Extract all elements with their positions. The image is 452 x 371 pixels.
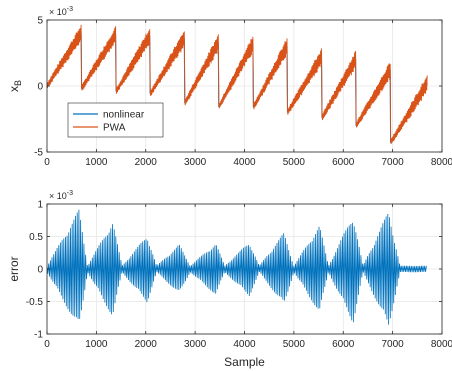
bottom-xtick-label: 2000 [135,339,158,350]
bottom-xtick-label: 1000 [85,339,108,350]
top-xtick-label: 5000 [283,157,306,168]
top-axes: 0 1000 2000 3000 4000 5000 6000 7000 8000-505× 1… [7,6,452,168]
top-xtick-label: 1000 [85,157,108,168]
top-ytick-label: 0 [37,82,43,93]
bottom-ytick-label: 0.5 [29,232,43,243]
bottom-ytick-label: 1 [37,200,43,211]
legend-label-pwa: PWA [103,123,126,134]
bottom-xtick-label: 7000 [382,339,405,350]
bottom-xtick-label: 5000 [283,339,306,350]
top-xtick-label: 8000 [431,157,452,168]
top-xtick-label: 0 [44,157,50,168]
top-xtick-label: 6000 [332,157,355,168]
bottom-ytick-label: 0 [37,265,43,276]
legend: nonlinear PWA [67,102,164,138]
top-xtick-label: 7000 [382,157,405,168]
bottom-xtick-label: 3000 [184,339,207,350]
series-line-pwa [46,24,428,145]
bottom-xtick-label: 6000 [332,339,355,350]
top-ytick-label: 5 [37,16,43,27]
bottom-y-exponent: × 10-3 [49,190,73,201]
top-y-axis-label: xB [7,80,23,92]
top-ytick-label: -5 [34,148,43,159]
bottom-axes: 0 1000 2000 3000 4000 5000 6000 7000 8000 -1 -0.5 0… [7,190,452,369]
top-xtick-label: 4000 [233,157,256,168]
legend-label-nonlinear: nonlinear [103,110,145,121]
top-xtick-label: 2000 [135,157,158,168]
bottom-xtick-label: 4000 [233,339,256,350]
legend-box [67,102,164,138]
series-line-error [46,209,427,325]
top-y-exponent: × 10-3 [49,6,73,17]
bottom-y-axis-label: error [7,256,21,281]
bottom-xtick-label: 8000 [431,339,452,350]
top-xtick-label: 3000 [184,157,207,168]
bottom-x-axis-label: Sample [224,355,265,369]
bottom-ytick-label: -0.5 [26,297,44,308]
bottom-ytick-label: -1 [34,330,43,341]
bottom-xtick-label: 0 [44,339,50,350]
